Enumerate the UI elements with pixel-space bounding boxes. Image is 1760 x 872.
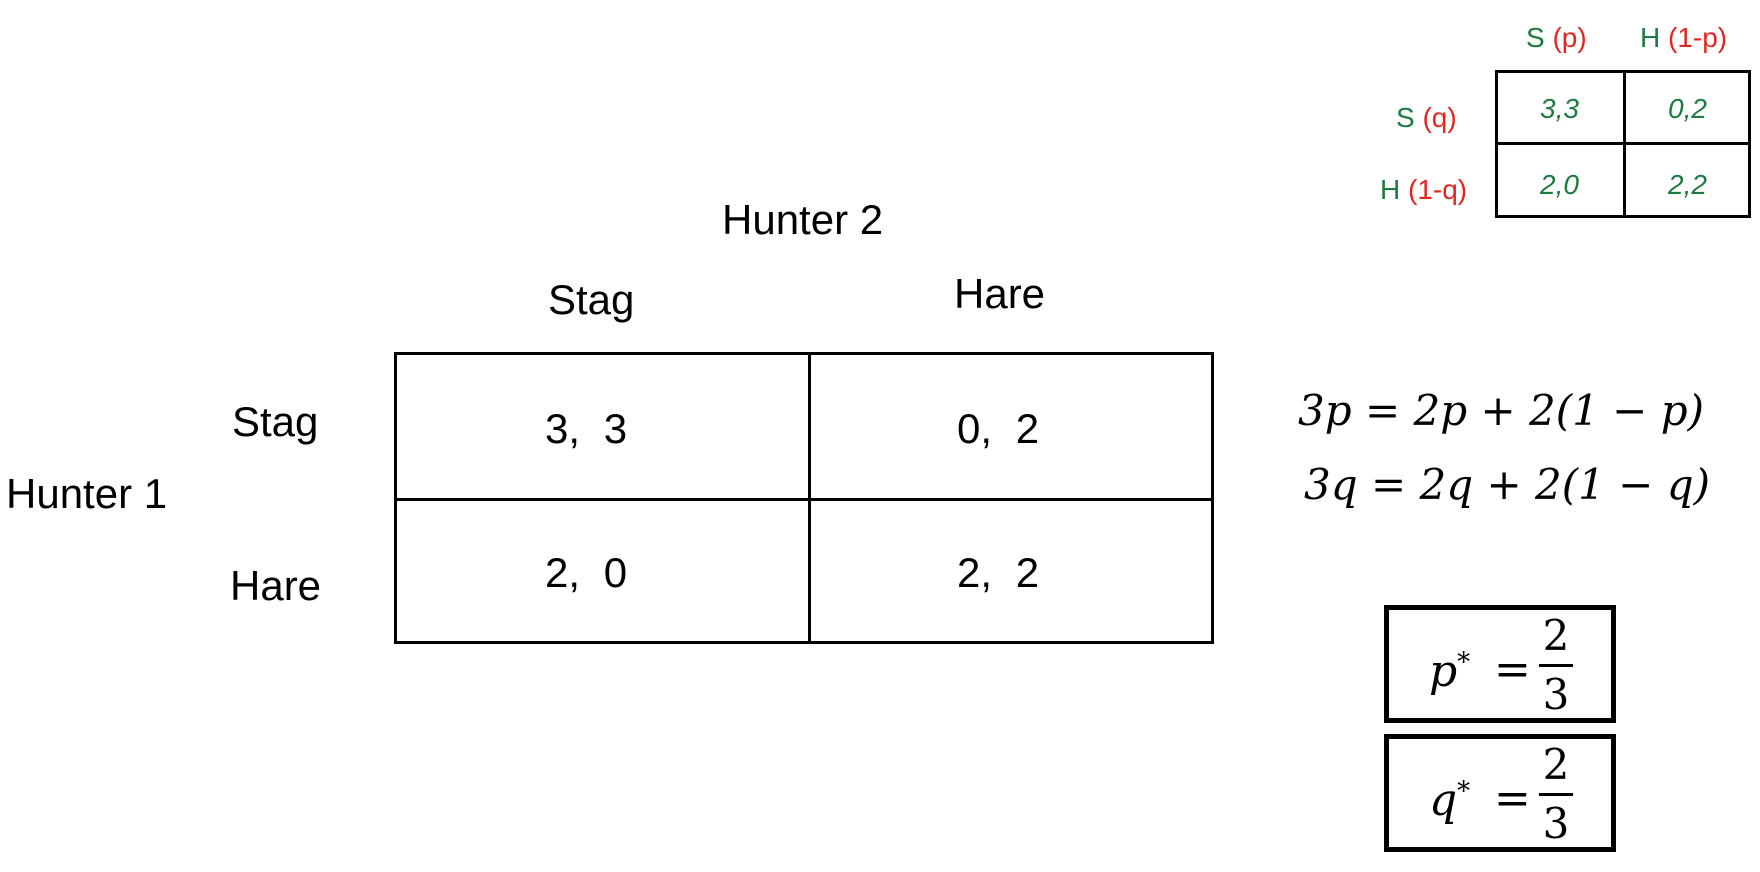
fraction-bar	[1539, 664, 1573, 667]
col-strategy-hare: Hare	[954, 270, 1046, 317]
solution-p-fraction: 2 3	[1539, 612, 1573, 719]
solution-p-var: p*	[1429, 646, 1471, 697]
solution-q-numerator: 2	[1542, 740, 1570, 789]
mini-row-header-s: S (q)	[1396, 102, 1457, 133]
equation-q: 3q = 2q + 2(1 − q)	[1304, 460, 1710, 509]
mini-col-header-s: S (p)	[1526, 22, 1587, 53]
payoff-cell-stag-hare: 0, 2	[957, 405, 1040, 452]
solution-box-q: q* = 2 3	[1384, 734, 1616, 852]
matrix-col-divider	[808, 355, 811, 641]
payoff-matrix: 3, 3 0, 2 2, 0 2, 2	[394, 352, 1214, 644]
payoff-cell-hare-stag: 2, 0	[545, 549, 628, 596]
solution-q-denominator: 3	[1542, 799, 1570, 848]
solution-q-fraction: 2 3	[1539, 741, 1573, 848]
payoff-cell-stag-stag: 3, 3	[545, 405, 628, 452]
fraction-bar	[1539, 793, 1573, 796]
row-player-label: Hunter 1	[6, 470, 168, 517]
mini-payoff-matrix: 3,3 0,2 2,0 2,2	[1495, 70, 1751, 218]
column-player-label: Hunter 2	[722, 196, 884, 243]
solution-p-denominator: 3	[1542, 670, 1570, 719]
mini-cell-ss: 3,3	[1540, 93, 1579, 124]
mini-cell-hh: 2,2	[1668, 169, 1707, 200]
mini-cell-hs: 2,0	[1540, 169, 1579, 200]
col-strategy-stag: Stag	[548, 276, 635, 323]
solution-q-var: q*	[1429, 775, 1471, 826]
mini-col-divider	[1623, 73, 1626, 215]
solution-box-p: p* = 2 3	[1384, 605, 1616, 723]
row-strategy-stag: Stag	[232, 398, 319, 445]
mini-row-header-h: H (1-q)	[1380, 174, 1468, 205]
row-strategy-hare: Hare	[230, 562, 322, 609]
payoff-cell-hare-hare: 2, 2	[957, 549, 1040, 596]
mini-col-header-h: H (1-p)	[1640, 22, 1728, 53]
equation-p: 3p = 2p + 2(1 − p)	[1298, 386, 1704, 435]
solution-p-numerator: 2	[1542, 611, 1570, 660]
matrix-row-divider	[397, 498, 1211, 501]
solution-q-equals: =	[1494, 773, 1531, 824]
mini-cell-sh: 0,2	[1668, 93, 1707, 124]
solution-p-equals: =	[1494, 644, 1531, 695]
